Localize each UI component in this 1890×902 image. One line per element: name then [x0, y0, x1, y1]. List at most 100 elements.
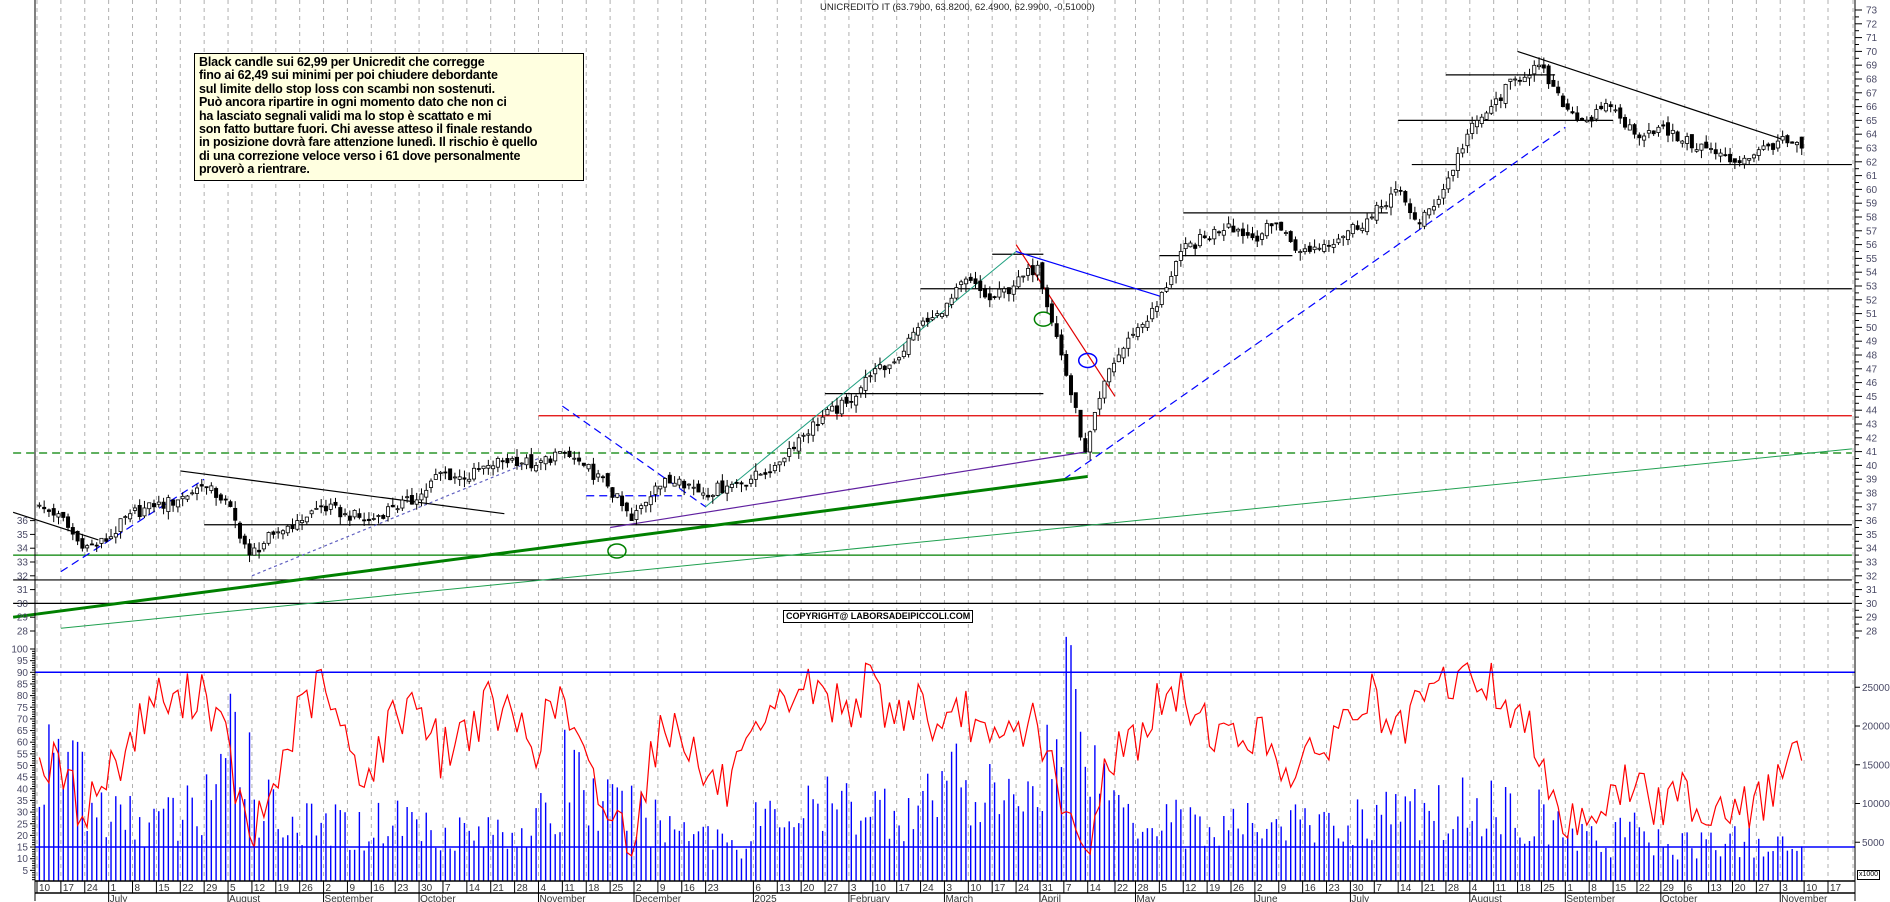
candle-up — [1021, 275, 1026, 278]
candle-down — [577, 457, 582, 462]
price-tick-label: 29 — [17, 613, 29, 624]
candle-up — [1489, 106, 1494, 114]
candle-up — [190, 492, 195, 495]
date-tick-label: 14 — [1400, 883, 1412, 894]
candle-up — [285, 525, 290, 534]
candle-down — [80, 538, 85, 549]
candle-down — [1799, 136, 1804, 149]
candle-up — [1088, 431, 1093, 453]
highlight-ellipse — [1077, 352, 1098, 369]
oscillator-tick-label: 35 — [17, 796, 29, 807]
price-tick-label: 36 — [1866, 516, 1878, 527]
candle-up — [1102, 380, 1107, 399]
candle-down — [1732, 158, 1737, 163]
candle-up — [825, 409, 830, 416]
candle-up — [132, 507, 137, 511]
candle-down — [1202, 235, 1207, 239]
candle-up — [634, 510, 639, 520]
price-tick-label: 73 — [1866, 6, 1878, 17]
oscillator-tick-label: 50 — [17, 761, 29, 772]
candle-down — [228, 501, 233, 507]
candle-down — [1661, 124, 1666, 127]
candle-down — [1279, 221, 1284, 231]
oscillator-tick-label: 90 — [17, 668, 29, 679]
date-tick-label: 24 — [87, 883, 99, 894]
candle-up — [935, 313, 940, 317]
candle-down — [1288, 231, 1293, 242]
candle-down — [1689, 134, 1694, 149]
month-label: August — [1471, 894, 1502, 902]
candle-up — [691, 486, 696, 489]
candle-up — [677, 478, 682, 486]
candle-up — [1465, 133, 1470, 147]
candle-up — [524, 457, 529, 466]
candle-up — [1121, 347, 1126, 359]
candle-up — [414, 499, 419, 505]
candle-up — [1613, 109, 1618, 112]
candle-down — [983, 288, 988, 298]
date-tick-label: 18 — [588, 883, 600, 894]
trend-line — [12, 511, 99, 541]
candle-up — [1097, 397, 1102, 410]
candle-down — [1049, 303, 1054, 323]
candle-down — [968, 276, 973, 281]
candle-up — [1503, 84, 1508, 104]
date-tick-label: 9 — [660, 883, 666, 894]
price-tick-label: 57 — [1866, 226, 1878, 237]
candle-down — [1737, 160, 1742, 164]
candle-up — [1150, 307, 1155, 320]
candle-up — [1685, 136, 1690, 144]
highlight-ellipse — [607, 543, 627, 559]
candle-down — [739, 482, 744, 485]
trend-line — [1015, 250, 1163, 298]
date-tick-label: 6 — [1687, 883, 1693, 894]
candle-up — [782, 457, 787, 463]
date-tick-label: 14 — [1090, 883, 1102, 894]
date-tick-label: 8 — [135, 883, 141, 894]
candle-up — [118, 518, 123, 533]
candle-down — [1398, 189, 1403, 192]
candle-down — [42, 506, 47, 510]
candle-up — [1537, 64, 1542, 68]
price-tick-label: 49 — [1866, 337, 1878, 348]
candle-down — [323, 505, 328, 512]
candle-down — [1307, 245, 1312, 252]
candle-up — [997, 288, 1002, 298]
candle-up — [352, 510, 357, 518]
price-tick-label: 45 — [1866, 392, 1878, 403]
price-tick-label: 42 — [1866, 433, 1878, 444]
volume-tick-label: 5000 — [1862, 838, 1885, 849]
date-tick-label: 2 — [1257, 883, 1263, 894]
candle-up — [586, 463, 591, 470]
price-tick-label: 30 — [17, 599, 29, 610]
candle-down — [462, 477, 467, 480]
candle-up — [510, 458, 515, 461]
candle-up — [1350, 224, 1355, 235]
commentary-line: Black candle sui 62,99 per Unicredit che… — [199, 55, 485, 69]
candle-down — [1546, 65, 1551, 85]
candle-up — [1708, 148, 1713, 150]
candle-down — [247, 543, 252, 556]
date-tick-label: 23 — [708, 883, 720, 894]
date-tick-label: 15 — [1615, 883, 1627, 894]
candle-up — [1513, 78, 1518, 81]
date-tick-label: 30 — [421, 883, 433, 894]
candle-down — [992, 296, 997, 299]
date-tick-label: 17 — [994, 883, 1006, 894]
candle-down — [137, 505, 142, 518]
price-tick-label: 34 — [17, 544, 29, 555]
candle-up — [128, 513, 133, 520]
date-tick-label: 9 — [1281, 883, 1287, 894]
candle-up — [811, 421, 816, 436]
candle-up — [433, 474, 438, 480]
candle-up — [1522, 76, 1527, 83]
date-tick-label: 3 — [851, 883, 857, 894]
candle-up — [672, 482, 677, 487]
candle-down — [171, 499, 176, 506]
date-tick-label: 20 — [803, 883, 815, 894]
volume-tick-label: 25000 — [1862, 683, 1890, 694]
price-tick-label: 54 — [1866, 268, 1878, 279]
candle-up — [1422, 211, 1427, 227]
candle-up — [1532, 64, 1537, 75]
date-tick-label: 29 — [1663, 883, 1675, 894]
